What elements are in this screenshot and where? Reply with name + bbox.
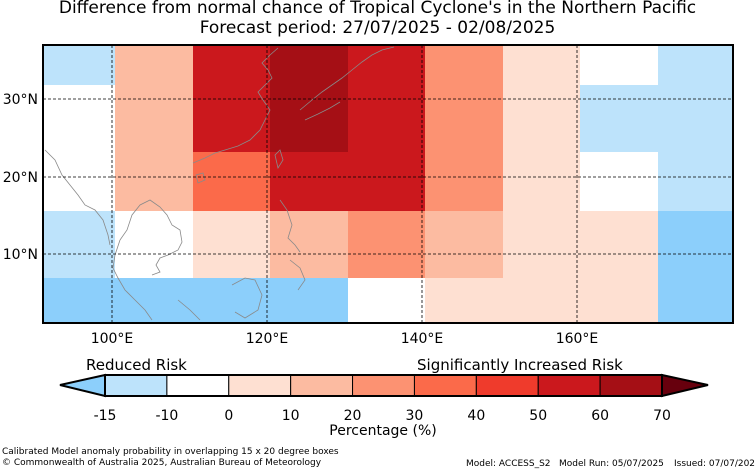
colorbar-cell <box>413 374 477 397</box>
colorbar-cell <box>104 374 168 397</box>
lon-label: 160°E <box>556 331 599 347</box>
colorbar-cell <box>599 374 663 397</box>
grid-cell <box>658 45 733 211</box>
reduced-risk-label: Reduced Risk <box>86 356 187 374</box>
colorbar-cell <box>537 374 601 397</box>
colorbar-cell <box>352 374 415 397</box>
grid-cell <box>425 278 580 323</box>
coastline-luzon <box>279 199 301 253</box>
map-frame <box>42 44 734 324</box>
grid-cell <box>425 211 503 278</box>
lat-label: 30°N <box>3 92 38 108</box>
colorbar-tick-label: 30 <box>406 408 424 424</box>
grid-cell <box>193 211 270 278</box>
grid-cell <box>193 45 270 152</box>
colorbar-over-arrow <box>661 373 709 398</box>
grid-cell <box>270 211 348 278</box>
colorbar-tick-label: 60 <box>591 408 609 424</box>
coastlines <box>44 46 395 321</box>
colorbar-tick-label: -10 <box>155 408 178 424</box>
colorbar-cells <box>104 374 663 397</box>
coastline-taiwan <box>274 149 284 170</box>
grid-cell <box>348 211 425 278</box>
forecast-period: Forecast period: 27/07/2025 - 02/08/2025 <box>199 18 556 38</box>
colorbar-tick-label: 20 <box>344 408 362 424</box>
grid-cell <box>425 45 503 211</box>
colorbar-tick-label: 50 <box>529 408 547 424</box>
grid-cell <box>43 45 115 85</box>
coastline-hainan <box>195 172 206 184</box>
grid-cell <box>115 45 193 211</box>
colorbar-cell <box>166 374 230 397</box>
grid-cell <box>43 278 348 323</box>
coastline-sumatra <box>177 299 201 321</box>
grid-cell <box>580 211 658 323</box>
grid-cell <box>43 211 115 278</box>
anomaly-grid <box>43 45 733 323</box>
lon-label: 100°E <box>91 331 134 347</box>
graticule <box>43 45 733 323</box>
colorbar-cell <box>228 374 292 397</box>
coastline-borneo <box>231 277 263 319</box>
colorbar-cell <box>290 374 354 397</box>
grid-cell <box>348 45 425 211</box>
colorbar-frame <box>104 374 663 397</box>
lat-label: 10°N <box>3 247 38 263</box>
coastline-japan <box>299 46 395 111</box>
colorbar-tick-label: 0 <box>224 408 233 424</box>
colorbar-tick-label: 70 <box>653 408 671 424</box>
coastline-malay-peninsula <box>112 239 153 321</box>
footer-description: Calibrated Model anomaly probability in … <box>2 447 339 457</box>
coastline-japan-south <box>304 101 341 121</box>
grid-cell <box>193 152 270 211</box>
colorbar: -15 -10 0 10 20 30 40 50 60 70 Percentage (%) <box>59 373 709 439</box>
increased-risk-label: Significantly Increased Risk <box>417 356 623 374</box>
coastline-bay-of-bengal <box>44 149 111 246</box>
footer-model: Model: ACCESS_S2 <box>466 459 551 469</box>
colorbar-cell <box>475 374 539 397</box>
colorbar-tick-label: 10 <box>282 408 300 424</box>
colorbar-tick-label: 40 <box>467 408 485 424</box>
lat-label: 20°N <box>3 170 38 186</box>
footer-issued: Issued: 07/07/2025 <box>674 459 755 469</box>
grid-cell <box>580 85 658 152</box>
lon-label: 140°E <box>401 331 444 347</box>
coastline-china <box>192 47 279 164</box>
coastline-indochina <box>119 199 183 276</box>
grid-cell <box>658 211 733 323</box>
map-title: Difference from normal chance of Tropica… <box>58 0 697 18</box>
footer-copyright: © Commonwealth of Australia 2025, Austra… <box>2 458 322 468</box>
footer-model-run: Model Run: 05/07/2025 <box>559 459 664 469</box>
colorbar-tick-label: -15 <box>94 408 117 424</box>
grid-cell <box>270 152 348 211</box>
colorbar-xlabel: Percentage (%) <box>329 423 436 439</box>
lon-label: 120°E <box>246 331 289 347</box>
colorbar-ticks: -15 -10 0 10 20 30 40 50 60 70 <box>94 408 671 424</box>
colorbar-under-arrow <box>59 373 106 398</box>
coastline-philippines-south <box>289 259 306 291</box>
grid-cell <box>503 45 580 278</box>
grid-cell <box>270 45 348 152</box>
